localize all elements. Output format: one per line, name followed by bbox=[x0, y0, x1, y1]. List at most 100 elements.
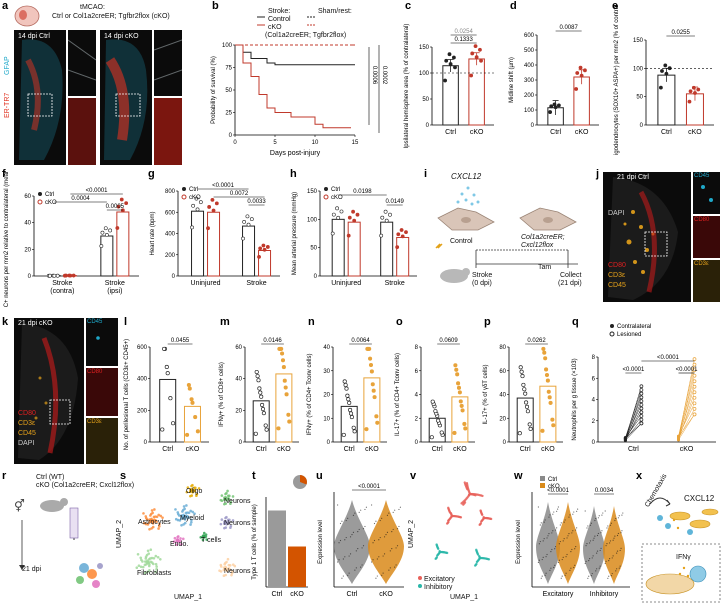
c-xtick-0: Ctrl bbox=[445, 129, 456, 136]
l-c1-dot-3 bbox=[193, 415, 198, 420]
chart-g: 0 200 400 600 800 Heart rate (bpm) Uninjured St… bbox=[150, 183, 280, 287]
u-violin-cko-pt-14 bbox=[381, 517, 383, 519]
u-violin-ctrl-pt-5 bbox=[355, 567, 357, 569]
h-g0s1-dot-0 bbox=[346, 233, 351, 238]
w-violin-inh-ctrl-pt-12 bbox=[589, 540, 592, 542]
k-stain-cd45: CD45 bbox=[18, 430, 36, 437]
w-violin-inh-ctrl-pt-18 bbox=[592, 555, 594, 557]
l-xtick-0: Ctrl bbox=[162, 446, 173, 453]
l-c0-dot-5 bbox=[162, 346, 167, 351]
e-xtick-1: cKO bbox=[688, 129, 702, 136]
chart-f: 0 20 40 60 No. of FJC+ neurons per mm2 relat… bbox=[4, 172, 139, 307]
n-c1-dot-2 bbox=[369, 369, 374, 374]
s-cluster-neurons-1: Neurons bbox=[224, 498, 251, 505]
w-ylabel: Expression level bbox=[516, 520, 522, 564]
umap-s-point-7-13 bbox=[159, 558, 162, 561]
k-title: 21 dpi cKO bbox=[18, 320, 53, 327]
chart-q: 0 2 4 6 8 Neutrophils per g tissue (×103) Ctrl… bbox=[572, 324, 716, 453]
g-g0s0-dot-3 bbox=[191, 203, 196, 208]
g-legend-ctrl: Ctrl bbox=[189, 187, 198, 193]
umap-s-point-6-3 bbox=[179, 542, 183, 546]
q-pair-0-4 bbox=[625, 397, 642, 439]
umap-s-point-7-43 bbox=[135, 566, 139, 570]
w-violin-inh-ctrl-pt-4 bbox=[586, 543, 588, 545]
o-c1-dot-10 bbox=[456, 381, 461, 386]
w-violin-inh-cko-pt-9 bbox=[617, 532, 619, 535]
b-ytick-label-4: 100 bbox=[222, 43, 233, 49]
w-violin-inh-ctrl-pt-23 bbox=[585, 545, 587, 547]
panel-label-m: m bbox=[220, 316, 230, 328]
d-c0-dot-2 bbox=[557, 103, 561, 108]
s-cluster-neurons-3: Neurons bbox=[224, 568, 251, 575]
u-violin-ctrl-pt-39 bbox=[349, 536, 352, 538]
d-ytick-label-0: 0 bbox=[531, 123, 535, 129]
t-bar-0 bbox=[268, 510, 286, 587]
w-violin-inh-ctrl-pt-2 bbox=[585, 560, 587, 562]
u-violin-cko-pt-35 bbox=[381, 574, 383, 576]
u-violin-ctrl-pt-33 bbox=[345, 519, 347, 522]
n-ytick-label-0: 0 bbox=[327, 440, 331, 446]
b-xtick-label-0: 0 bbox=[233, 140, 237, 146]
umap-s-point-1-13 bbox=[193, 512, 196, 515]
w-violin-inh-cko-pt-19 bbox=[622, 512, 624, 514]
w-violin-exc-cko-pt-20 bbox=[567, 535, 569, 537]
q-lesion-dot-1-2 bbox=[692, 362, 697, 367]
w-violin-exc-cko-pt-21 bbox=[557, 561, 559, 564]
p-c1-dot-8 bbox=[550, 417, 555, 422]
k-zoom-cd45 bbox=[86, 318, 118, 366]
f-g1s0-dot-1 bbox=[103, 226, 108, 231]
f-g0s1-dot-2 bbox=[71, 273, 76, 278]
umap-s-point-1-28 bbox=[181, 510, 184, 513]
s-cluster-astrocytes: Astrocytes bbox=[138, 519, 171, 526]
f-g0s0-dot-3 bbox=[48, 273, 52, 278]
w-violin-inh-cko-pt-1 bbox=[614, 535, 616, 537]
w-violin-exc-cko-pt-10 bbox=[562, 556, 564, 558]
q-ytick-label-3: 6 bbox=[592, 376, 596, 382]
p-c0-dot-3 bbox=[525, 409, 530, 414]
umap-v-point-0-44 bbox=[465, 482, 469, 485]
p-c0-dot-5 bbox=[519, 369, 524, 374]
u-violin-cko bbox=[368, 500, 404, 584]
umap-s-point-3-13 bbox=[231, 495, 235, 498]
n-bar-1 bbox=[363, 377, 381, 443]
umap-s-point-7-42 bbox=[154, 562, 158, 566]
umap-s-point-8-23 bbox=[226, 557, 230, 561]
w-violin-inh-cko-pt-11 bbox=[618, 515, 620, 517]
n-c0-dot-10 bbox=[345, 393, 350, 398]
a-ctrl-title: 14 dpi Ctrl bbox=[18, 33, 50, 40]
m-c0-dot-1 bbox=[256, 378, 261, 383]
umap-s-point-3-19 bbox=[224, 502, 228, 505]
u-violin-cko-pt-20 bbox=[385, 534, 387, 536]
umap-s-point-6-14 bbox=[176, 539, 179, 543]
q-legend-contra-dot bbox=[610, 324, 614, 328]
m-c0-dot-11 bbox=[260, 402, 265, 408]
h-g0s1-dot-1 bbox=[351, 209, 355, 214]
w-violin-exc-ctrl-pt-26 bbox=[550, 551, 552, 553]
e-bar-0 bbox=[657, 74, 676, 126]
u-xtick-0: Ctrl bbox=[347, 591, 358, 598]
r-line2: cKO (Col1a2creER; Cxcl12flox) bbox=[36, 482, 135, 489]
o-c0-dot-9 bbox=[430, 399, 435, 404]
o-c1-dot-3 bbox=[460, 408, 465, 413]
p-c1-dot-2 bbox=[545, 378, 550, 383]
d-xtick-0: Ctrl bbox=[550, 129, 561, 136]
panel-label-g: g bbox=[148, 168, 155, 180]
w-violin-exc-cko-pt-16 bbox=[565, 572, 567, 574]
w-violin-exc-cko-pt-0 bbox=[557, 506, 559, 508]
q-pair-0-9 bbox=[625, 415, 642, 438]
m-c1-dot-9 bbox=[277, 346, 282, 351]
panel-label-a: a bbox=[2, 0, 9, 12]
umap-v-point-0-42 bbox=[474, 494, 477, 497]
e-c0-dot-3 bbox=[660, 69, 664, 73]
u-violin-ctrl-pt-6 bbox=[341, 520, 343, 522]
w-violin-exc-cko-pt-9 bbox=[572, 530, 574, 532]
w-violin-exc-cko-pt-18 bbox=[566, 553, 568, 556]
o-c1-dot-5 bbox=[454, 367, 459, 372]
n-c1-dot-8 bbox=[374, 414, 379, 419]
a-header-line2: Ctrl or Col1a2creER; Tgfbr2flox (cKO) bbox=[52, 13, 170, 20]
umap-s-point-8-25 bbox=[219, 565, 223, 568]
u-violin-cko-pt-30 bbox=[392, 511, 394, 513]
p-ylabel: IL-17+ (% of γδT cells) bbox=[483, 364, 489, 424]
panel-label-f: f bbox=[2, 168, 6, 180]
w-violin-inh-ctrl-pt-35 bbox=[590, 575, 592, 577]
